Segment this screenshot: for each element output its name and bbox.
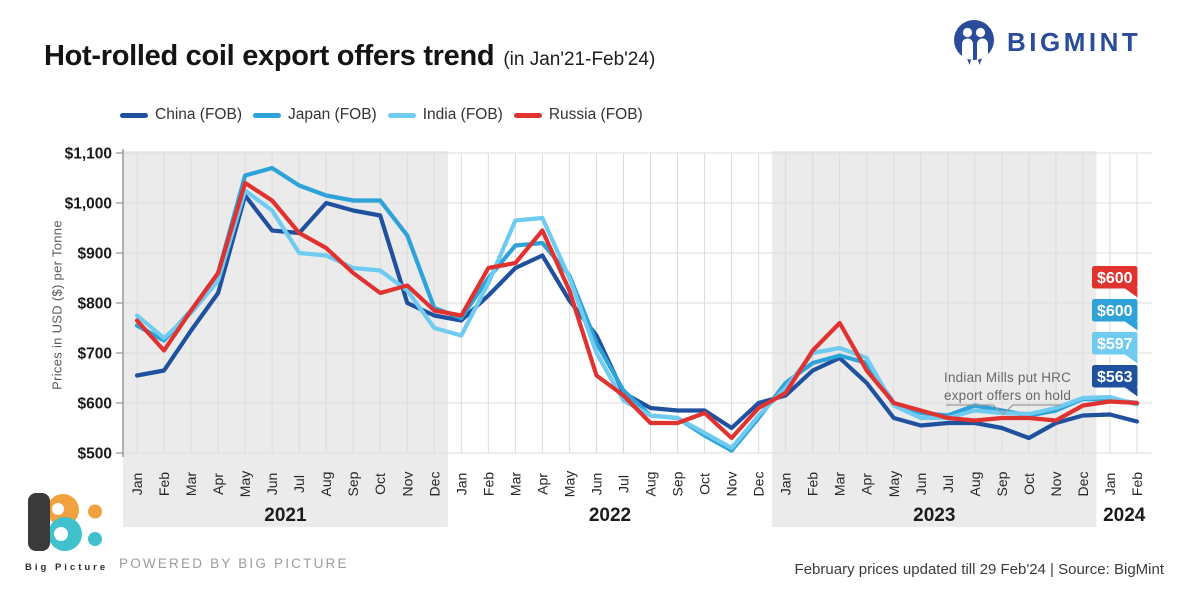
price-callout-value: $563: [1097, 369, 1133, 386]
legend-item-india-fob: India (FOB): [387, 106, 503, 124]
page-title: Hot-rolled coil export offers trend (in …: [44, 40, 655, 73]
chart-subtitle: (in Jan'21-Feb'24): [503, 49, 656, 70]
price-callout-tail: [1124, 288, 1138, 298]
bigmint-people-icon: [954, 20, 994, 65]
price-callout-tail: [1124, 321, 1138, 331]
chart-title: Hot-rolled coil export offers trend: [44, 40, 495, 72]
month-tick-label: Jun: [913, 473, 929, 496]
price-callout: [1092, 332, 1138, 355]
annotation-line1: Indian Mills put HRC: [944, 370, 1072, 385]
big-picture-b-icon: [28, 493, 102, 551]
month-tick-label: Feb: [805, 472, 821, 496]
month-tick-label: Feb: [480, 472, 496, 496]
month-tick-label: Feb: [1129, 472, 1145, 496]
legend-item-russia-fob: Russia (FOB): [513, 106, 643, 124]
month-tick-label: Jul: [291, 475, 307, 493]
y-tick-label: $700: [78, 346, 112, 363]
price-callout-value: $600: [1097, 303, 1133, 320]
month-tick-label: Jul: [615, 475, 631, 493]
price-callout: [1092, 365, 1138, 388]
month-tick-label: Aug: [318, 472, 334, 497]
month-tick-label: Nov: [724, 472, 740, 497]
month-tick-label: Oct: [697, 473, 713, 495]
month-tick-label: Sep: [994, 471, 1010, 496]
chart-legend: China (FOB) Japan (FOB) India (FOB) Russia …: [120, 106, 643, 124]
legend-item-china-fob: China (FOB): [120, 106, 242, 124]
bigmint-wordmark: BIGMINT: [1007, 27, 1142, 57]
year-label-2024: 2024: [1103, 505, 1146, 526]
price-callout-tail: [1124, 354, 1138, 364]
y-tick-label: $900: [78, 246, 112, 263]
month-tick-label: Dec: [751, 472, 767, 497]
y-axis-title: Prices in USD ($) per Tonne: [49, 220, 65, 390]
month-tick-label: Sep: [670, 471, 686, 496]
price-callout: [1092, 299, 1138, 322]
series-line-japan-fob: [134, 165, 1140, 453]
month-tick-label: Mar: [507, 472, 523, 496]
y-tick-label: $800: [78, 296, 112, 313]
y-tick-label: $600: [78, 396, 112, 413]
month-tick-label: Jun: [264, 473, 280, 496]
month-tick-label: Aug: [967, 472, 983, 497]
annotation-line2: export offers on hold: [944, 388, 1072, 403]
annotation-pointer: [946, 404, 1061, 415]
y-tick-label: $500: [78, 446, 112, 463]
month-tick-label: Nov: [399, 472, 415, 497]
price-callout-value: $600: [1097, 270, 1133, 287]
month-tick-label: Dec: [1075, 472, 1091, 497]
year-label-2021: 2021: [264, 505, 307, 526]
month-tick-label: Sep: [345, 471, 361, 496]
month-tick-label: May: [886, 471, 902, 497]
month-tick-label: Jul: [940, 475, 956, 493]
price-callout-value: $597: [1097, 336, 1133, 353]
month-tick-label: Jan: [453, 473, 469, 496]
legend-swatch-icon: [513, 112, 542, 118]
price-callout: [1092, 266, 1138, 289]
month-tick-label: Apr: [534, 473, 550, 495]
legend-label: India (FOB): [422, 106, 503, 123]
month-tick-label: Feb: [156, 472, 172, 496]
month-tick-label: Oct: [1021, 473, 1037, 495]
legend-swatch-icon: [387, 112, 416, 118]
month-tick-label: May: [237, 471, 253, 497]
y-tick-label: $1,000: [65, 196, 112, 213]
powered-by-text: POWERED BY BIG PICTURE: [119, 556, 349, 571]
month-tick-label: Jan: [778, 473, 794, 496]
year-label-2023: 2023: [913, 505, 955, 526]
month-tick-label: Mar: [183, 472, 199, 496]
legend-swatch-icon: [253, 112, 281, 118]
bigmint-logo: BIGMINT: [953, 19, 1141, 66]
month-tick-label: May: [561, 471, 577, 497]
big-picture-caption: Big Picture: [25, 562, 109, 573]
price-callout-tail: [1124, 387, 1138, 397]
legend-label: Russia (FOB): [548, 106, 643, 123]
month-tick-label: Dec: [426, 472, 442, 497]
annotation-indian-mills: Indian Mills put HRC export offers on ho…: [944, 369, 1071, 405]
month-tick-label: Jun: [588, 473, 604, 496]
series-line-russia-fob: [134, 180, 1140, 441]
legend-label: China (FOB): [155, 106, 242, 123]
legend-swatch-icon: [120, 112, 148, 118]
month-tick-label: Aug: [643, 472, 659, 497]
month-tick-label: Apr: [210, 473, 226, 495]
month-tick-label: Nov: [1048, 472, 1064, 497]
year-band-2023: [772, 151, 1097, 527]
legend-label: Japan (FOB): [288, 106, 377, 123]
y-tick-label: $1,100: [65, 146, 112, 163]
year-label-2022: 2022: [589, 505, 631, 526]
month-tick-label: Oct: [372, 473, 388, 495]
legend-item-japan-fob: Japan (FOB): [253, 106, 377, 124]
month-tick-label: Mar: [832, 472, 848, 496]
big-picture-logo: [19, 488, 105, 565]
month-tick-label: Apr: [859, 473, 875, 495]
month-tick-label: Jan: [1102, 473, 1118, 496]
month-tick-label: Jan: [129, 473, 145, 496]
source-note: February prices updated till 29 Feb'24 |…: [794, 561, 1164, 578]
